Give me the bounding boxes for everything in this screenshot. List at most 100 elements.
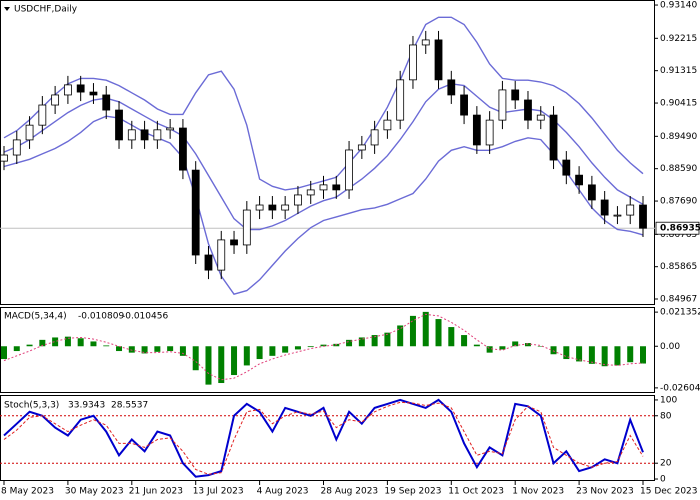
candle-body xyxy=(268,204,277,211)
current-price-label: 0.86935 xyxy=(660,224,700,234)
macd-bar xyxy=(627,346,634,363)
macd-bar xyxy=(640,346,646,364)
candle-body xyxy=(421,39,430,46)
y-tick-label: 0.84967 xyxy=(660,294,697,304)
macd-bar xyxy=(537,346,544,347)
macd-bar xyxy=(486,346,493,353)
marks-layer xyxy=(0,16,647,478)
candle-body xyxy=(76,84,85,93)
candle-body xyxy=(294,194,302,206)
candle-body xyxy=(115,109,123,141)
stoch-main-value: 33.9343 xyxy=(68,401,105,411)
x-tick-label: 13 Jul 2023 xyxy=(193,487,244,497)
macd-bar xyxy=(320,344,327,347)
y-tick-label: 0.89490 xyxy=(660,132,697,142)
macd-bar xyxy=(461,335,468,347)
candle-body xyxy=(434,39,443,81)
macd-bar xyxy=(435,319,442,347)
candle-body xyxy=(357,144,366,151)
macd-bar xyxy=(448,327,455,347)
stoch-signal-value: 28.5537 xyxy=(111,401,148,411)
y-tick-label: 80 xyxy=(660,411,672,421)
candle-body xyxy=(600,199,609,216)
macd-bar xyxy=(13,346,20,352)
candle-body xyxy=(345,149,353,191)
candle-body xyxy=(639,204,647,229)
candle-body xyxy=(25,124,34,141)
macd-bar xyxy=(167,346,174,352)
macd-bar xyxy=(409,315,416,347)
macd-bar xyxy=(154,346,161,352)
candle-body xyxy=(38,104,47,126)
macd-bar xyxy=(141,346,148,354)
symbol-menu-icon[interactable] xyxy=(4,7,10,11)
candle-body xyxy=(153,129,162,141)
y-tick-label: 0.00 xyxy=(660,342,680,352)
macd-bar xyxy=(52,337,59,347)
candle-body xyxy=(0,154,8,162)
candle-body xyxy=(549,114,558,161)
candle-body xyxy=(370,129,379,146)
candle-body xyxy=(485,119,494,146)
macd-bar xyxy=(384,332,391,347)
candle-body xyxy=(562,159,571,176)
x-tick-label: 1 Nov 2023 xyxy=(512,487,564,497)
candle-body xyxy=(217,239,226,271)
macd-bar xyxy=(90,341,97,347)
candle-body xyxy=(89,91,98,96)
macd-bar xyxy=(256,346,263,360)
y-tick-label: 0.91315 xyxy=(660,66,697,76)
macd-bar xyxy=(524,343,531,347)
macd-bar xyxy=(77,338,84,347)
macd-bar xyxy=(64,336,71,347)
candle-body xyxy=(472,114,481,146)
candle-body xyxy=(447,79,456,96)
indicator-line xyxy=(3,115,644,296)
x-tick-label: 21 Jun 2023 xyxy=(129,487,183,497)
x-tick-label: 28 Aug 2023 xyxy=(321,487,379,497)
candle-body xyxy=(306,189,315,196)
macd-bar xyxy=(601,346,608,367)
candle-body xyxy=(511,89,520,101)
y-tick-label: 0.86765 xyxy=(660,230,697,240)
y-tick-label: 0 xyxy=(660,475,666,485)
y-tick-label: 0.87690 xyxy=(660,197,697,207)
macd-bar xyxy=(588,346,595,364)
candle-body xyxy=(179,127,187,171)
y-tick-label: 0.92215 xyxy=(660,34,697,44)
macd-bar xyxy=(116,346,123,352)
x-tick-label: 23 Nov 2023 xyxy=(576,487,634,497)
macd-bar xyxy=(243,346,250,366)
macd-bar xyxy=(576,346,583,362)
macd-bar xyxy=(358,337,365,347)
candle-body xyxy=(536,114,545,121)
macd-bar xyxy=(128,346,135,353)
candle-body xyxy=(575,174,583,186)
macd-bar xyxy=(231,346,238,376)
candle-body xyxy=(626,204,635,216)
x-tick-label: 15 Dec 2023 xyxy=(640,487,698,497)
candle-body xyxy=(498,89,507,121)
macd-signal-value: -0.010456 xyxy=(122,312,168,322)
indicator-line xyxy=(3,401,644,475)
candle-body xyxy=(64,84,72,96)
y-tick-label: 20 xyxy=(660,459,672,469)
indicator-line xyxy=(3,398,644,478)
macd-bar xyxy=(294,346,301,350)
candle-body xyxy=(460,94,468,116)
x-tick-label: 11 Oct 2023 xyxy=(448,487,504,497)
macd-bar xyxy=(346,339,353,347)
y-tick-label: 0.93140 xyxy=(660,1,697,11)
candle-body xyxy=(140,129,149,141)
candle-body xyxy=(12,139,21,156)
candle-body xyxy=(255,204,264,211)
y-tick-label: 0.88590 xyxy=(660,164,697,174)
current-price-box xyxy=(655,221,700,235)
macd-bar xyxy=(1,346,7,360)
candle-body xyxy=(281,204,290,211)
macd-main-value: -0.010809 xyxy=(78,312,124,322)
macd-bar xyxy=(282,346,289,353)
macd-bar xyxy=(307,346,314,348)
